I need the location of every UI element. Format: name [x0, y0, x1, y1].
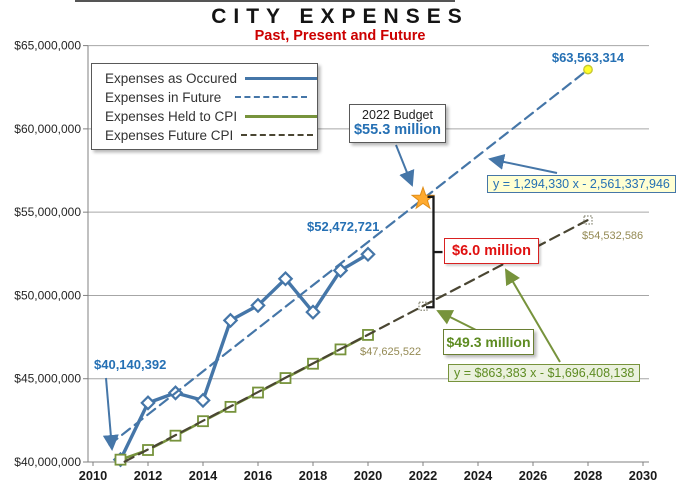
legend-item-0: Expenses as Occured — [105, 70, 318, 86]
legend-line-sample — [235, 96, 307, 98]
x-tick-label: 2024 — [464, 468, 493, 483]
future-trend-equation: y = 1,294,330 x - 2,561,337,946 — [487, 175, 676, 193]
cpi-trend-equation: y = $863,383 x - $1,696,408,138 — [448, 364, 641, 382]
legend-line-sample — [245, 76, 318, 80]
diamond-marker — [332, 262, 349, 279]
y-tick-label: $45,000,000 — [14, 372, 81, 386]
x-tick-label: 2022 — [409, 468, 437, 483]
diamond-marker — [222, 312, 239, 329]
future-2028-value-label: $63,563,314 — [551, 50, 625, 65]
future-equation-arrow — [488, 154, 558, 174]
budget-2022-callout: 2022 Budget $55.3 million — [349, 104, 446, 143]
legend-item-1: Expenses in Future — [105, 90, 307, 105]
legend-line-sample — [245, 114, 318, 118]
future-cpi-2028-value-label: $54,532,586 — [582, 230, 644, 242]
diamond-marker — [305, 304, 321, 320]
budget-callout-arrow — [395, 144, 415, 187]
series-line-expenses-as-occured — [118, 252, 370, 462]
occurred-2020-value-label: $52,472,721 — [307, 219, 380, 234]
y-tick-label: $55,000,000 — [14, 205, 81, 219]
legend-line-sample — [241, 134, 314, 136]
budget-star-marker — [410, 185, 436, 210]
cpi-equation-arrow — [504, 268, 561, 363]
budget-callout-amount: $55.3 million — [353, 122, 442, 138]
legend-item-2: Expenses Held to CPI — [105, 108, 318, 124]
diamond-marker — [195, 392, 211, 409]
diamond-marker — [277, 271, 294, 287]
diamond-marker — [250, 297, 266, 314]
data-series — [108, 68, 590, 468]
top-edge-artifact-line — [75, 0, 455, 2]
x-tick-label: 2010 — [79, 468, 107, 483]
x-tick-label: 2012 — [134, 468, 162, 483]
cpi-2022-callout: $49.3 million — [443, 329, 534, 355]
x-tick-label: 2016 — [244, 468, 272, 483]
legend-item-label: Expenses in Future — [105, 89, 222, 105]
budget-callout-year: 2022 Budget — [362, 108, 433, 122]
diamond-marker — [360, 246, 376, 263]
start-value-label: $40,140,392 — [94, 357, 167, 372]
legend-item-label: Expenses as Occured — [105, 70, 238, 86]
legend-item-label: Expenses Future CPI — [105, 127, 234, 143]
square-marker — [114, 453, 127, 466]
yellow-dot-marker — [583, 64, 593, 75]
y-tick-label: $50,000,000 — [14, 288, 81, 302]
legend-item-label: Expenses Held to CPI — [105, 108, 238, 124]
axes: $40,000,000 $45,000,000 $50,000,000 $55,000… — [14, 39, 657, 483]
legend-item-3: Expenses Future CPI — [105, 127, 314, 143]
dotted-square-marker — [583, 215, 593, 225]
x-tick-label: 2020 — [354, 468, 382, 483]
series-line-expenses-in-future — [108, 68, 590, 446]
x-tick-label: 2014 — [189, 468, 218, 483]
chart-title: CITY EXPENSES — [211, 5, 469, 28]
y-tick-label: $65,000,000 — [14, 39, 81, 53]
cpi-2020-value-label: $47,625,522 — [360, 346, 422, 358]
x-tick-label: 2028 — [574, 468, 602, 483]
start-value-arrow — [102, 377, 119, 451]
x-tick-label: 2026 — [519, 468, 547, 483]
chart-subtitle: Past, Present and Future — [254, 28, 426, 44]
legend-box: Expenses as Occured Expenses in Future Exp… — [91, 63, 318, 150]
x-tick-label: 2030 — [629, 468, 657, 483]
diamond-marker — [140, 395, 156, 411]
callout-arrows — [102, 144, 561, 451]
difference-bracket — [426, 195, 435, 309]
cpi-2022-callout-arrow — [436, 310, 477, 331]
difference-callout: $6.0 million — [444, 238, 539, 264]
y-tick-label: $60,000,000 — [14, 122, 81, 136]
x-tick-label: 2018 — [299, 468, 327, 483]
markers-and-bracket — [410, 64, 593, 311]
y-tick-label: $40,000,000 — [14, 455, 81, 469]
